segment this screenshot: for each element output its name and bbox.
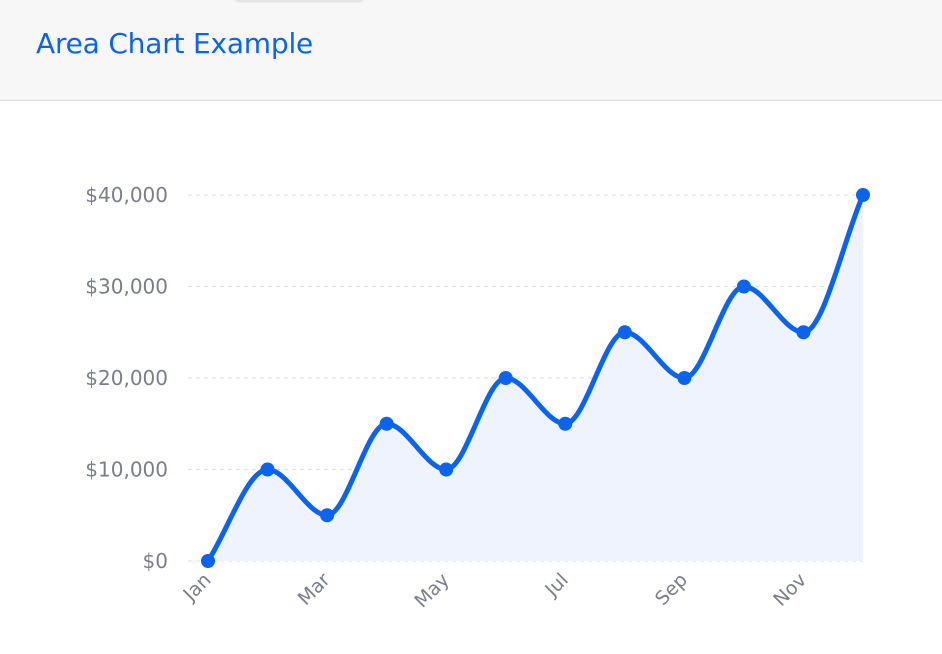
data-point [439,462,454,477]
data-point [856,188,870,202]
data-point [617,325,632,340]
y-tick-label: $20,000 [85,366,168,390]
data-point [201,554,215,568]
chart-area: $0 $10,000 $20,000 $30,000 $40,000 Jan Mar May… [0,101,942,654]
x-tick-label: Jan [179,569,216,606]
area-chart: $0 $10,000 $20,000 $30,000 $40,000 Jan Mar May… [85,183,870,612]
series-layer [201,188,870,568]
data-point [498,371,513,385]
series-area [208,195,863,561]
card-header: Area Chart Example [0,0,942,101]
y-tick-label: $0 [143,549,168,573]
y-tick-label: $40,000 [85,183,168,207]
x-tick-label: Mar [294,569,335,610]
data-point [320,508,335,523]
data-point [260,462,275,477]
x-tick-label: Nov [769,569,811,611]
y-axis-ticks: $0 $10,000 $20,000 $30,000 $40,000 [85,183,168,573]
x-tick-label: Sep [651,569,692,610]
data-point [379,416,394,431]
x-tick-label: Jul [540,569,572,601]
x-axis-ticks: Jan Mar May Jul Sep Nov [179,569,811,612]
y-tick-label: $30,000 [85,275,168,299]
data-point [736,279,751,294]
data-point [677,371,692,385]
data-point [558,416,573,431]
x-tick-label: May [410,569,453,612]
header-tab [235,0,363,1]
data-point [796,325,811,340]
chart-title: Area Chart Example [36,27,314,60]
y-tick-label: $10,000 [85,458,168,482]
